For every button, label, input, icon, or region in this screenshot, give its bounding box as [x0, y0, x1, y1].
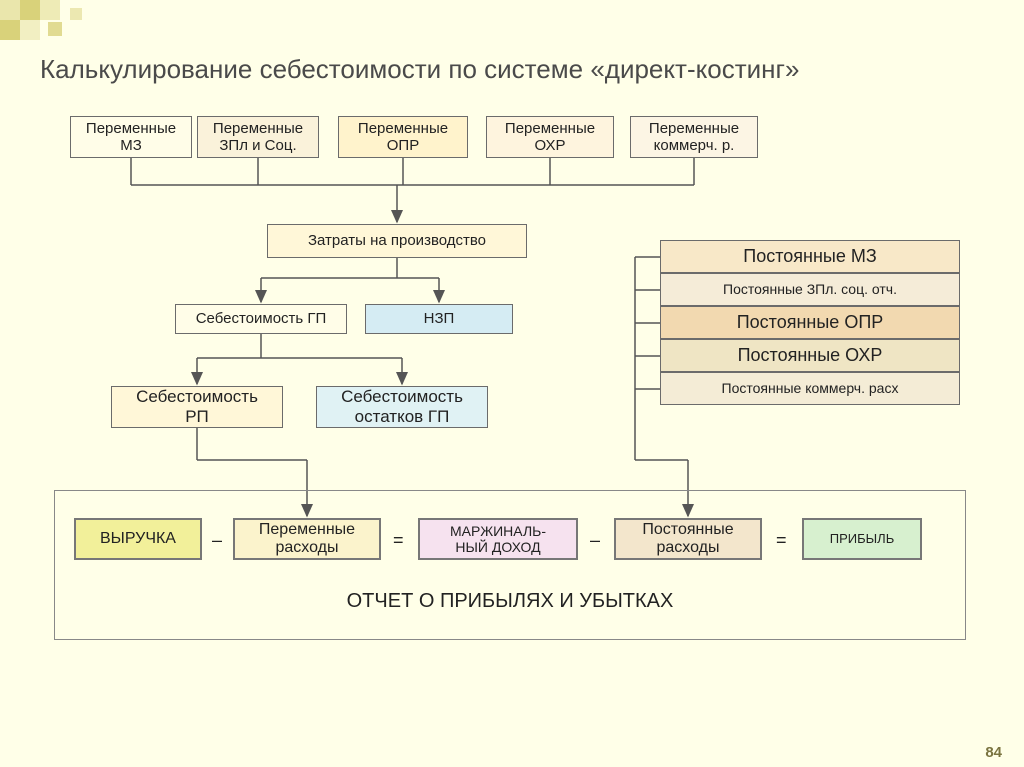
pl-operator-0: – [212, 530, 222, 551]
fixed-cost-box-4: Постоянные коммерч. расх [660, 372, 960, 405]
pl-box-prof: ПРИБЫЛЬ [802, 518, 922, 560]
fixed-cost-box-0: Постоянные МЗ [660, 240, 960, 273]
var-cost-box-4: Переменныекоммерч. р. [630, 116, 758, 158]
pl-operator-2: – [590, 530, 600, 551]
pl-operator-1: = [393, 530, 404, 551]
var-cost-box-1: ПеременныеЗПл и Соц. [197, 116, 319, 158]
profit-loss-label: ОТЧЕТ О ПРИБЫЛЯХ И УБЫТКАХ [54, 590, 966, 613]
var-cost-box-3: ПеременныеОХР [486, 116, 614, 158]
pl-operator-3: = [776, 530, 787, 551]
mid-box-zat: Затраты на производство [267, 224, 527, 258]
mid-box-nzp: НЗП [365, 304, 513, 334]
var-cost-box-2: ПеременныеОПР [338, 116, 468, 158]
page-number: 84 [985, 744, 1002, 761]
mid-box-srp: СебестоимостьРП [111, 386, 283, 428]
pl-box-fix: Постоянныерасходы [614, 518, 762, 560]
fixed-cost-box-3: Постоянные ОХР [660, 339, 960, 372]
slide-title: Калькулирование себестоимости по системе… [40, 54, 799, 85]
fixed-cost-box-2: Постоянные ОПР [660, 306, 960, 339]
var-cost-box-0: ПеременныеМЗ [70, 116, 192, 158]
pl-box-rev: ВЫРУЧКА [74, 518, 202, 560]
pl-box-var: Переменныерасходы [233, 518, 381, 560]
mid-box-sgp: Себестоимость ГП [175, 304, 347, 334]
profit-loss-container [54, 490, 966, 640]
mid-box-sogt: Себестоимостьостатков ГП [316, 386, 488, 428]
pl-box-marg: МАРЖИНАЛЬ-НЫЙ ДОХОД [418, 518, 578, 560]
fixed-cost-box-1: Постоянные ЗПл. соц. отч. [660, 273, 960, 306]
slide-corner-decoration [0, 0, 120, 45]
